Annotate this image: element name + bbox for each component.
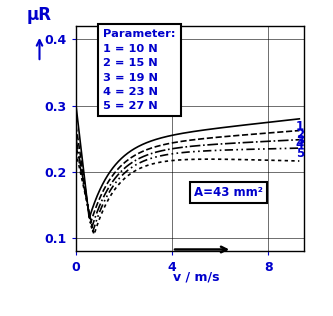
Text: v / m/s: v / m/s — [173, 270, 219, 284]
Text: μR: μR — [27, 6, 52, 24]
Text: 3: 3 — [296, 134, 304, 147]
Text: 2: 2 — [296, 128, 304, 141]
Text: Parameter:
1 = 10 N
2 = 15 N
3 = 19 N
4 = 23 N
5 = 27 N: Parameter: 1 = 10 N 2 = 15 N 3 = 19 N 4 … — [103, 29, 176, 111]
Text: A=43 mm²: A=43 mm² — [194, 186, 263, 199]
Text: 4: 4 — [296, 138, 304, 151]
Text: 1: 1 — [296, 120, 304, 133]
Text: 5: 5 — [296, 147, 304, 160]
